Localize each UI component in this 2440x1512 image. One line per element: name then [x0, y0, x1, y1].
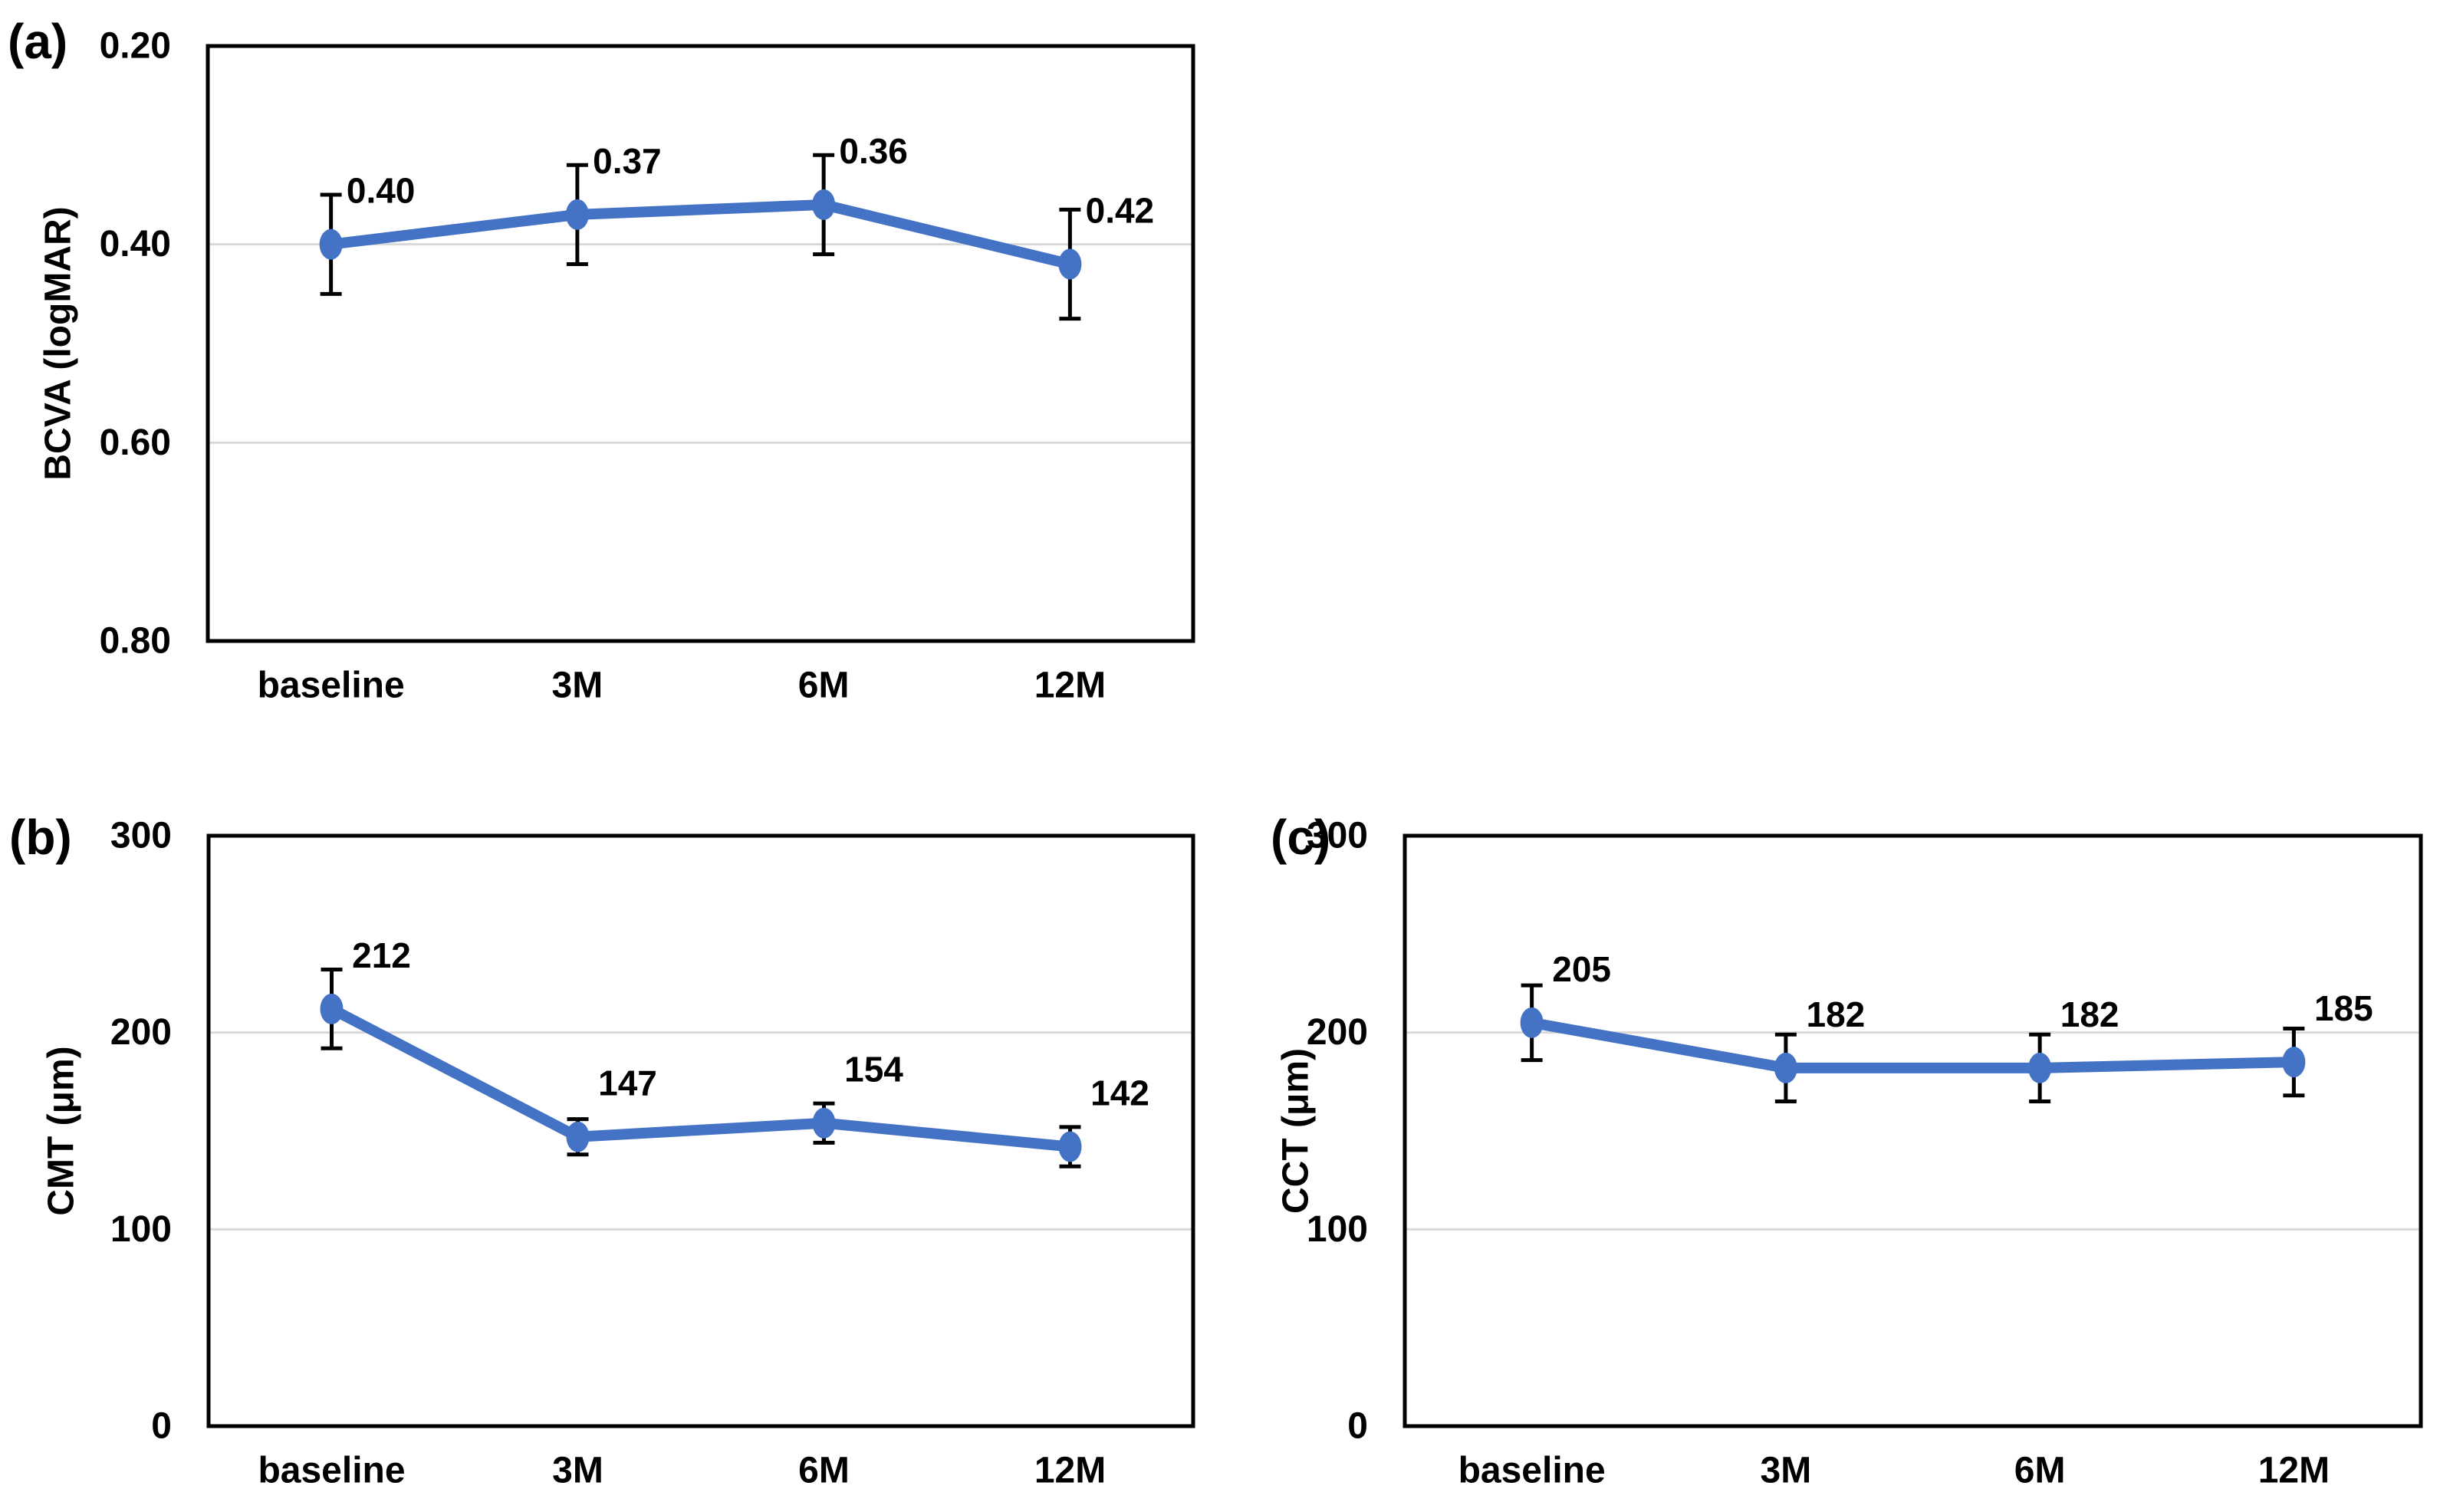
- data-label: 185: [2314, 988, 2373, 1028]
- series-line: [325, 199, 1076, 270]
- data-point-marker: [1520, 1007, 1544, 1038]
- data-label: 142: [1090, 1073, 1149, 1113]
- y-tick-label: 100: [110, 1209, 172, 1250]
- data-label: 182: [2060, 994, 2119, 1034]
- chart-panel-c: (c) CCT (μm) 205 182 182 185 300 200 100 0 basel…: [1227, 782, 2440, 1512]
- y-tick-label: 200: [110, 1012, 172, 1053]
- data-point-marker: [1058, 248, 1082, 280]
- data-point-marker: [2028, 1052, 2052, 1083]
- data-label: 205: [1552, 949, 1611, 989]
- x-tick-label: 6M: [2014, 1451, 2066, 1491]
- data-label: 0.42: [1086, 191, 1155, 231]
- y-tick-label: 0: [151, 1406, 172, 1447]
- x-tick-label: 12M: [1034, 1451, 1106, 1491]
- y-tick-label: 0.20: [100, 26, 171, 67]
- data-label: 182: [1807, 994, 1866, 1034]
- data-point-marker: [1774, 1052, 1797, 1083]
- y-tick-label: 100: [1307, 1209, 1368, 1250]
- plot-a: 0.40 0.37 0.36 0.42 0.20 0.40 0.60 0.80 baseline…: [100, 26, 1195, 706]
- data-label: 147: [598, 1063, 657, 1103]
- y-tick-label: 0.60: [100, 422, 171, 463]
- x-tick-label: baseline: [258, 1451, 405, 1491]
- x-tick-label: 12M: [1034, 666, 1106, 706]
- data-point-marker: [812, 189, 836, 220]
- chart-panel-a: (a) BCVA (logMAR) 0.40 0.37 0.36 0.42 0.20 0.…: [0, 0, 1304, 774]
- panel-label-b: (b): [9, 810, 72, 865]
- data-label: 0.40: [347, 171, 416, 211]
- y-tick-label: 300: [110, 816, 172, 856]
- x-tick-label: 3M: [1761, 1451, 1812, 1491]
- data-point-marker: [565, 199, 589, 230]
- y-tick-label: 200: [1307, 1012, 1368, 1053]
- y-tick-label: 0.80: [100, 621, 171, 662]
- data-point-marker: [2282, 1047, 2306, 1078]
- y-tick-label: 300: [1307, 816, 1368, 856]
- x-tick-label: 6M: [798, 1451, 850, 1491]
- data-label: 212: [352, 935, 411, 975]
- plot-b: 212 147 154 142 300 200 100 0 baseline 3M 6M 12M: [110, 816, 1195, 1491]
- plot-border: [206, 44, 1195, 643]
- x-tick-label: 12M: [2258, 1451, 2330, 1491]
- x-tick-label: 3M: [552, 1451, 603, 1491]
- data-label: 0.36: [839, 131, 908, 171]
- data-point-marker: [319, 228, 343, 260]
- plot-border: [206, 833, 1195, 1428]
- x-tick-label: baseline: [258, 666, 405, 706]
- y-tick-label: 0.40: [100, 224, 171, 265]
- plot-c: 205 182 182 185 300 200 100 0 baseline 3M 6M 12M: [1307, 816, 2423, 1491]
- series-line: [1526, 1017, 2300, 1073]
- x-tick-label: 3M: [552, 666, 603, 706]
- chart-panel-b: (b) CMT (μm) 212 147 154 142 300 200 100 0 basel…: [0, 782, 1304, 1512]
- data-point-marker: [566, 1121, 590, 1152]
- plot-border: [1403, 833, 2423, 1428]
- panel-label-c: (c): [1271, 810, 1331, 865]
- data-label: 0.37: [593, 141, 662, 181]
- data-point-marker: [320, 993, 344, 1024]
- data-point-marker: [812, 1107, 836, 1139]
- y-tick-label: 0: [1347, 1406, 1368, 1447]
- x-tick-label: 6M: [798, 666, 850, 706]
- data-point-marker: [1058, 1131, 1082, 1162]
- panel-label-a: (a): [8, 14, 68, 69]
- x-tick-label: baseline: [1458, 1451, 1606, 1491]
- series-line: [326, 1003, 1076, 1152]
- data-label: 154: [844, 1050, 903, 1090]
